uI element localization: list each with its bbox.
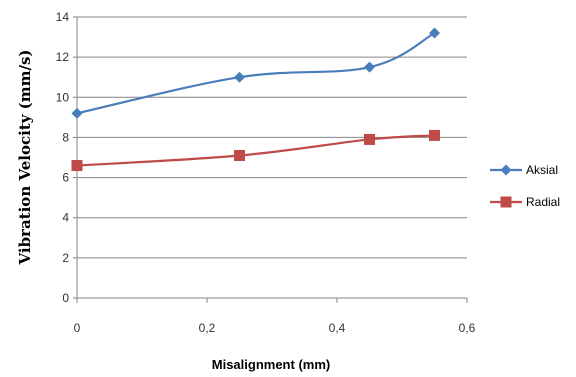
y-tick-labels: 0 2 4 6 8 10 12 14 — [56, 10, 70, 305]
x-tick-label: 0,6 — [459, 321, 476, 335]
data-point-radial — [429, 129, 440, 141]
y-tick-label: 12 — [56, 50, 70, 64]
legend-label-aksial: Aksial — [526, 163, 558, 177]
x-tick-label: 0,4 — [329, 321, 346, 335]
legend-label-radial: Radial — [526, 195, 560, 209]
legend: Aksial Radial — [490, 163, 560, 209]
y-tick-label: 2 — [62, 251, 69, 265]
legend-marker-radial — [500, 196, 512, 208]
series-line-radial — [76, 134, 435, 167]
y-axis-label: Vibration Velocity (mm/s) — [16, 49, 34, 265]
data-point-radial — [234, 149, 245, 161]
data-point-aksial — [364, 61, 375, 73]
y-tick-label: 10 — [56, 90, 70, 104]
x-tick-label: 0 — [74, 321, 81, 335]
y-tick-label: 0 — [62, 291, 69, 305]
legend-marker-aksial — [500, 164, 512, 176]
y-tick-label: 4 — [62, 211, 69, 225]
x-tick-labels: 0 0,2 0,4 0,6 — [74, 321, 476, 335]
x-axis-label: Misalignment (mm) — [212, 357, 330, 372]
data-point-radial — [364, 133, 375, 145]
series-line-aksial — [76, 32, 436, 115]
axes — [73, 16, 468, 303]
y-tick-label: 8 — [62, 130, 69, 144]
data-point-aksial — [71, 107, 83, 119]
data-point-radial — [71, 160, 83, 172]
series-layer — [71, 27, 440, 172]
data-point-aksial — [429, 27, 440, 39]
y-tick-label: 14 — [56, 10, 70, 24]
data-point-aksial — [234, 71, 245, 83]
x-tick-label: 0,2 — [199, 321, 216, 335]
y-tick-label: 6 — [62, 171, 69, 185]
